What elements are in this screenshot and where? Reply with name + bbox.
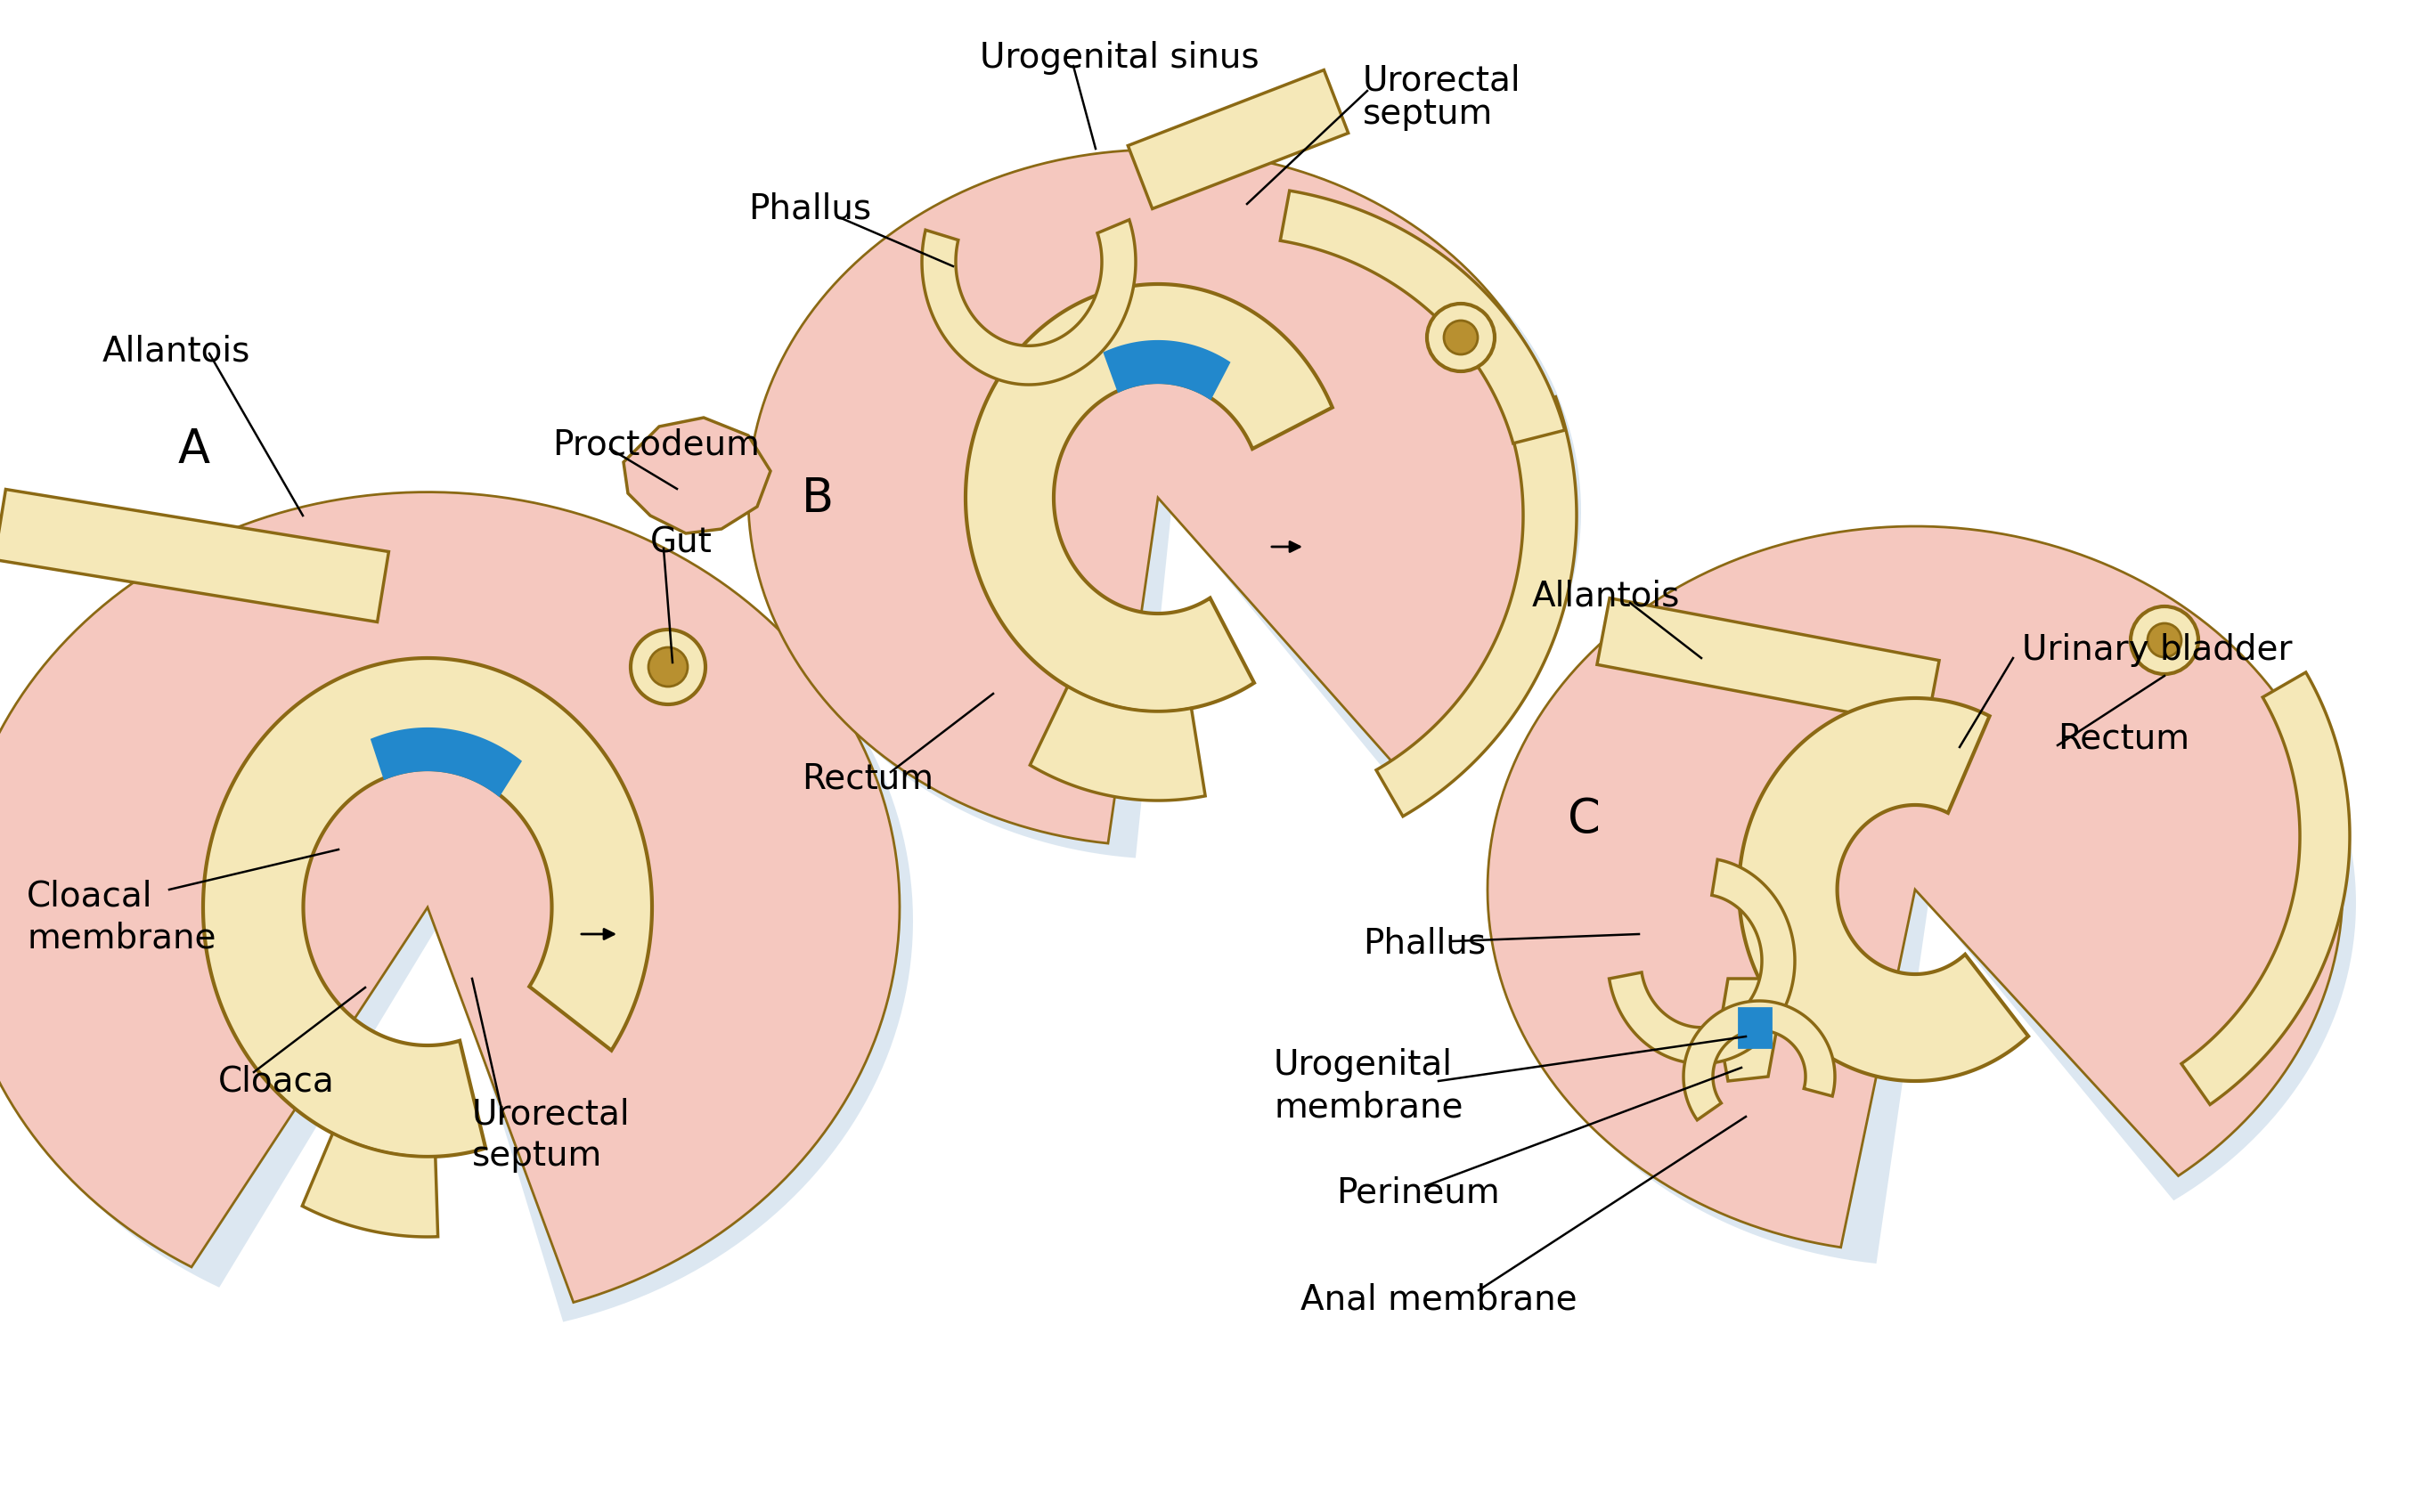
Text: Urogenital sinus: Urogenital sinus xyxy=(980,41,1260,74)
Text: Gut: Gut xyxy=(649,526,712,559)
Polygon shape xyxy=(763,163,1581,859)
Polygon shape xyxy=(1718,978,1776,1081)
Polygon shape xyxy=(203,659,652,1157)
Polygon shape xyxy=(0,490,388,623)
Text: Cloacal
membrane: Cloacal membrane xyxy=(27,878,217,954)
Polygon shape xyxy=(1105,343,1228,398)
Polygon shape xyxy=(1030,686,1204,801)
Text: Allantois: Allantois xyxy=(101,334,251,369)
Text: Urogenital
membrane: Urogenital membrane xyxy=(1274,1048,1462,1123)
Polygon shape xyxy=(1375,398,1576,816)
Text: A: A xyxy=(179,426,210,473)
Polygon shape xyxy=(1501,540,2355,1264)
Circle shape xyxy=(2148,624,2181,658)
Text: Proctodeum: Proctodeum xyxy=(553,428,760,461)
Text: Urorectal: Urorectal xyxy=(1363,64,1520,97)
Text: C: C xyxy=(1568,795,1600,842)
Polygon shape xyxy=(965,284,1332,712)
Text: Cloaca: Cloaca xyxy=(217,1064,335,1098)
Polygon shape xyxy=(0,493,900,1302)
Text: Rectum: Rectum xyxy=(2058,721,2189,756)
Text: Urorectal
septum: Urorectal septum xyxy=(473,1096,630,1172)
Text: Rectum: Rectum xyxy=(801,762,934,795)
Circle shape xyxy=(630,631,705,705)
Polygon shape xyxy=(1684,1001,1834,1120)
Text: Phallus: Phallus xyxy=(748,192,871,225)
Polygon shape xyxy=(1281,192,1564,445)
Polygon shape xyxy=(372,730,519,795)
Polygon shape xyxy=(1740,1009,1771,1048)
Circle shape xyxy=(2131,606,2198,674)
Circle shape xyxy=(649,647,688,686)
Polygon shape xyxy=(1127,71,1349,210)
Polygon shape xyxy=(1486,526,2343,1247)
Polygon shape xyxy=(2181,673,2350,1105)
Circle shape xyxy=(1443,321,1477,355)
Circle shape xyxy=(1426,304,1494,372)
Polygon shape xyxy=(623,419,770,534)
Polygon shape xyxy=(748,150,1568,844)
Text: Perineum: Perineum xyxy=(1337,1176,1498,1210)
Polygon shape xyxy=(1609,860,1795,1064)
Text: Urinary bladder: Urinary bladder xyxy=(2022,632,2292,667)
Polygon shape xyxy=(0,507,912,1321)
Polygon shape xyxy=(1597,599,1940,727)
Text: septum: septum xyxy=(1363,97,1494,132)
Polygon shape xyxy=(302,1134,437,1237)
Text: Allantois: Allantois xyxy=(1532,579,1679,614)
Text: Anal membrane: Anal membrane xyxy=(1301,1282,1578,1317)
Polygon shape xyxy=(922,221,1137,386)
Text: Phallus: Phallus xyxy=(1363,927,1486,960)
Text: B: B xyxy=(801,475,835,522)
Polygon shape xyxy=(1740,699,2029,1081)
